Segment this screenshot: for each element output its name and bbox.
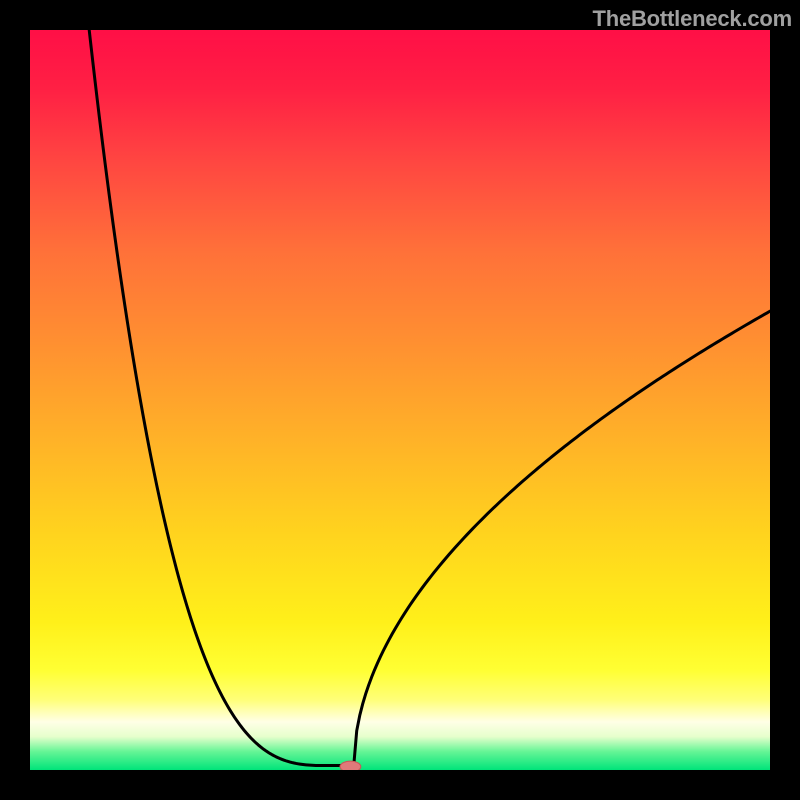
frame: TheBottleneck.com bbox=[0, 0, 800, 800]
minimum-marker bbox=[340, 761, 361, 770]
plot-area bbox=[30, 30, 770, 770]
watermark-text: TheBottleneck.com bbox=[592, 6, 792, 32]
chart-svg bbox=[30, 30, 770, 770]
